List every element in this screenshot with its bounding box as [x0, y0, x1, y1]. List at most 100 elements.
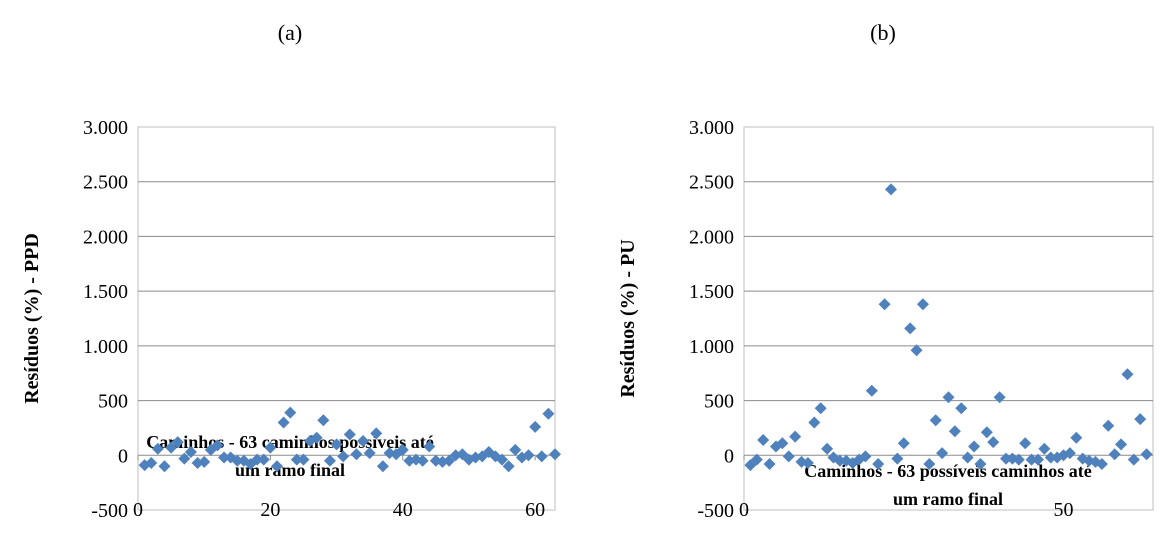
plot-area [743, 126, 1154, 511]
data-point [363, 447, 376, 460]
data-point [277, 416, 290, 429]
data-point [509, 443, 522, 456]
y-tick-label: 3.000 [689, 117, 734, 139]
data-point [284, 406, 297, 419]
data-point [1019, 437, 1032, 450]
data-point [916, 298, 929, 311]
x-tick-label: 0 [133, 499, 143, 521]
y-axis-label: Resíduos (%) - PPD [21, 233, 43, 404]
y-tick-label: 2.500 [689, 172, 734, 194]
data-point [178, 452, 191, 465]
data-point [776, 437, 789, 450]
data-point [317, 414, 330, 427]
chart-title: (b) [870, 20, 896, 45]
data-point [370, 427, 383, 440]
x-axis-label: um ramo final [235, 460, 345, 480]
data-point [357, 435, 370, 448]
data-point [496, 453, 509, 466]
data-point [878, 298, 891, 311]
data-point [502, 460, 515, 473]
y-tick-label: 500 [98, 391, 128, 413]
data-point [757, 433, 770, 446]
data-point [337, 450, 350, 463]
data-point [297, 453, 310, 466]
data-point [310, 431, 323, 444]
data-point [987, 436, 1000, 449]
data-point [1115, 438, 1128, 451]
data-point [184, 446, 197, 459]
chart-panel-b: (b) -500 0 500 1.000 1.500 2.000 2.500 3.000 0 50 R… [590, 0, 1163, 542]
x-tick-label: 50 [1054, 499, 1074, 521]
y-tick-label: 1.500 [83, 281, 128, 303]
data-point [1063, 447, 1076, 460]
data-point [350, 448, 363, 461]
data-point [323, 454, 336, 467]
y-tick-label: 0 [118, 445, 128, 467]
data-point [522, 449, 535, 462]
data-point [231, 454, 244, 467]
data-point [151, 442, 164, 455]
data-point [993, 391, 1006, 404]
y-tick-label: -500 [697, 500, 734, 522]
data-point [865, 384, 878, 397]
data-point [171, 436, 184, 449]
y-tick-label: 0 [724, 445, 734, 467]
y-tick-label: 3.000 [83, 117, 128, 139]
data-point [1000, 452, 1013, 465]
y-tick-label: 500 [704, 391, 734, 413]
data-point [814, 402, 827, 415]
data-point [271, 460, 283, 473]
x-tick-label: 40 [393, 499, 413, 521]
data-point [343, 428, 356, 441]
data-point [198, 455, 211, 468]
data-point [264, 441, 277, 454]
data-point [145, 456, 158, 469]
x-axis-label: um ramo final [893, 489, 1003, 509]
data-point [980, 426, 993, 439]
data-point [897, 437, 910, 450]
data-point [923, 458, 936, 471]
data-point [542, 407, 555, 420]
x-tick-label: 0 [739, 499, 749, 521]
data-point [218, 451, 231, 464]
data-point [782, 450, 795, 463]
data-point [884, 183, 897, 196]
data-point [910, 344, 923, 357]
data-point [1044, 451, 1057, 464]
y-tick-label: 2.000 [689, 226, 734, 248]
data-point [859, 450, 872, 463]
data-point [929, 414, 942, 427]
data-point [251, 453, 264, 466]
data-point [1134, 413, 1147, 426]
x-tick-label: 20 [260, 499, 280, 521]
data-point [416, 454, 429, 467]
data-point [529, 420, 542, 433]
data-point [376, 460, 389, 473]
data-point [1102, 419, 1115, 432]
data-point [290, 453, 303, 466]
y-tick-label: 1.500 [689, 281, 734, 303]
data-point [1108, 448, 1121, 461]
y-tick-label: 2.500 [83, 172, 128, 194]
data-point [165, 441, 178, 454]
data-point [257, 453, 270, 466]
data-point [948, 425, 961, 438]
y-axis-label: Resíduos (%) - PU [617, 239, 639, 397]
data-point [1025, 453, 1038, 466]
data-point [1140, 448, 1153, 461]
data-point [396, 443, 409, 456]
plot-area [137, 126, 556, 511]
data-point [789, 430, 802, 443]
chart-panel-a: (a) -500 0 500 1.000 1.500 2.000 2.500 3.000 0 20 4… [0, 0, 580, 542]
data-point [891, 452, 904, 465]
data-point [942, 391, 955, 404]
data-point [1127, 453, 1140, 466]
y-tick-label: 1.000 [83, 336, 128, 358]
data-point [549, 448, 561, 461]
data-point [1095, 458, 1108, 471]
data-point [763, 458, 776, 471]
y-tick-label: 1.000 [689, 336, 734, 358]
data-point [330, 438, 343, 451]
data-point [535, 450, 548, 463]
